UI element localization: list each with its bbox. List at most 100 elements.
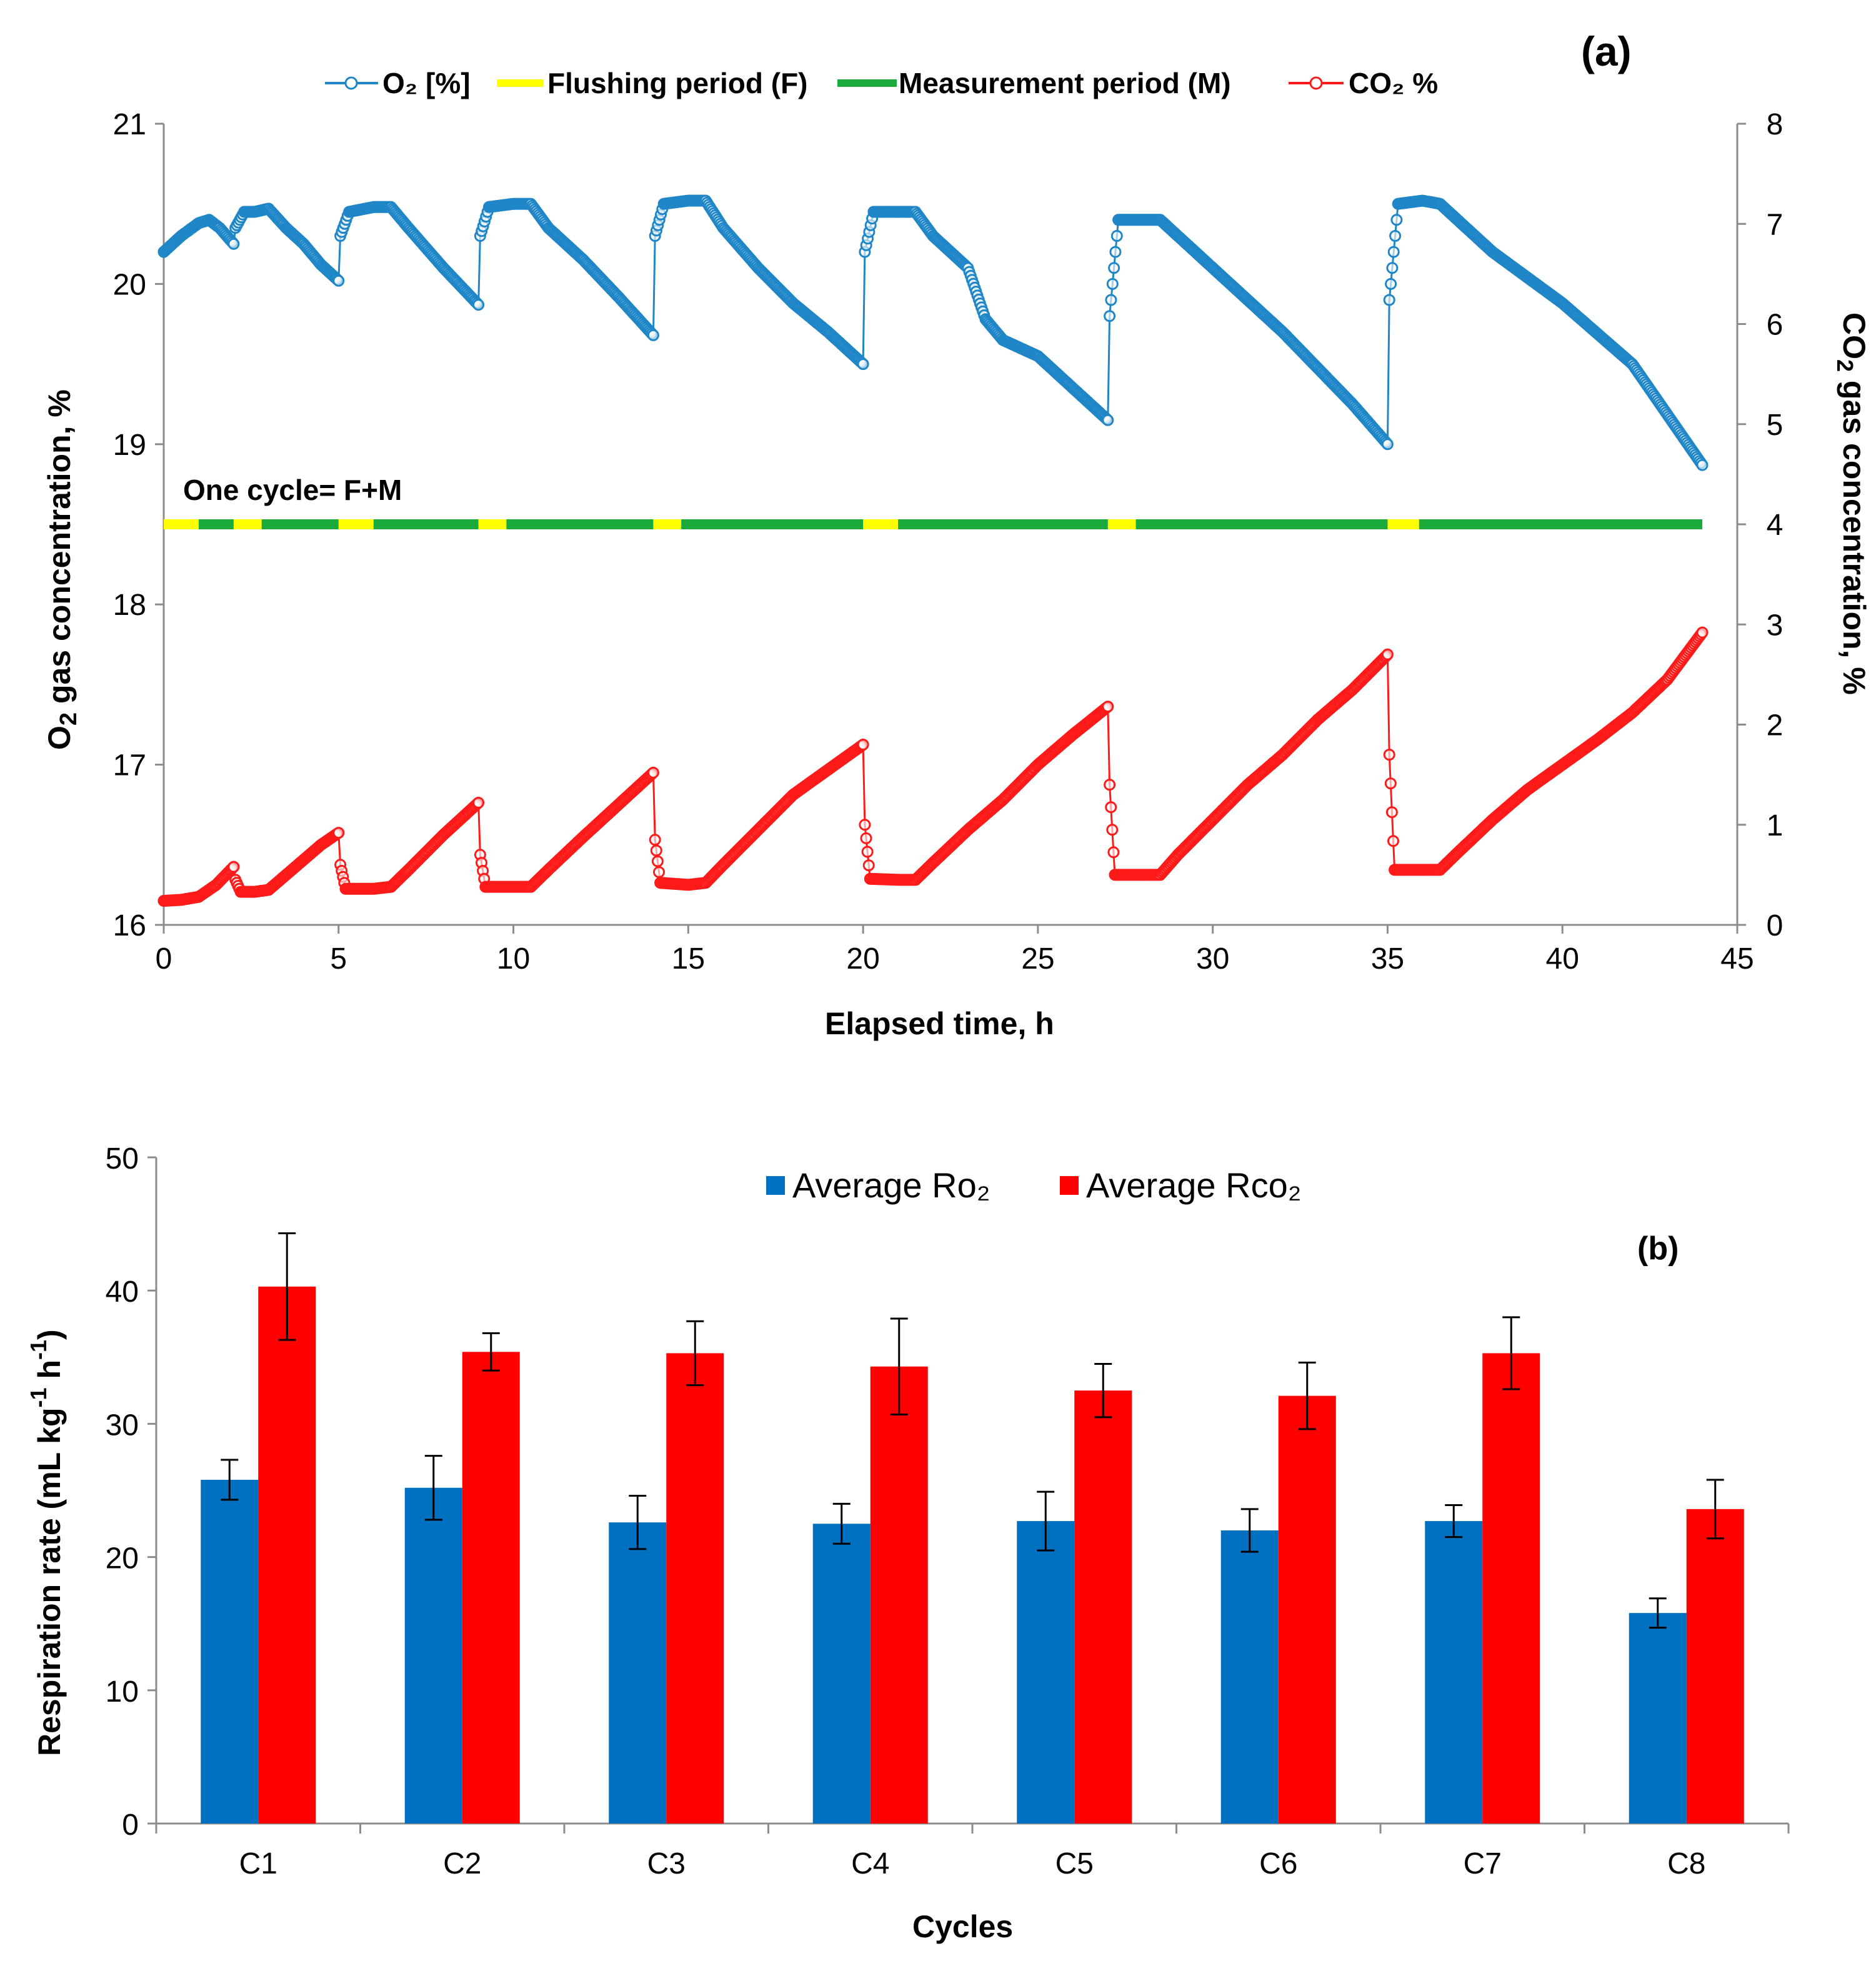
o2-point [1109, 246, 1122, 258]
o2-point [857, 358, 869, 371]
b-category-label: C5 [1055, 1847, 1094, 1880]
legend-ro2-swatch [766, 1176, 785, 1195]
y-left-tick-label: 21 [113, 108, 146, 141]
panel-a-left-axis-title: O2 gas concentration, % [42, 389, 82, 750]
co2-point [1102, 701, 1114, 713]
co2-point [1696, 626, 1709, 639]
o2-point [1110, 230, 1123, 242]
y-right-tick-label: 6 [1767, 309, 1784, 342]
y-right-tick-label: 2 [1767, 709, 1784, 742]
co2-point [649, 834, 661, 846]
co2-point [1106, 824, 1119, 836]
o2-point [1102, 414, 1114, 426]
legend-rco2-swatch [1060, 1176, 1079, 1195]
y-left-tick-label: 17 [113, 749, 146, 782]
rco2-bar [462, 1352, 520, 1824]
b-category-label: C2 [443, 1847, 481, 1880]
b-y-tick-label: 20 [106, 1542, 139, 1575]
x-tick-label: 15 [672, 942, 705, 976]
co2-series [157, 626, 1709, 907]
co2-point [651, 855, 664, 867]
x-tick-label: 30 [1196, 942, 1229, 976]
y-right-tick-label: 3 [1767, 609, 1784, 642]
o2-series [157, 194, 1709, 471]
x-tick-label: 45 [1720, 942, 1754, 976]
b-category-label: C3 [647, 1847, 686, 1880]
b-y-tick-label: 50 [106, 1142, 139, 1175]
ro2-bar [1220, 1530, 1279, 1824]
ro2-bar [609, 1522, 667, 1824]
co2-point [857, 739, 869, 751]
rco2-bar [870, 1366, 928, 1824]
b-category-label: C4 [851, 1847, 889, 1880]
y-left-tick-label: 19 [113, 429, 146, 462]
panel-a-x-ticks: 0 5 10 15 20 25 30 35 40 45 [156, 925, 1754, 976]
legend-rco2-label: Average Rco₂ [1086, 1165, 1301, 1205]
x-tick-label: 0 [156, 942, 172, 976]
b-y-tick-label: 10 [106, 1675, 139, 1709]
o2-point [1386, 262, 1399, 274]
o2-point [1389, 230, 1402, 242]
legend-co2-label: CO₂ % [1349, 67, 1438, 99]
x-tick-label: 10 [497, 942, 530, 976]
y-right-tick-label: 4 [1767, 509, 1784, 542]
panel-a: (a) O₂ [%] Flushing period (F) Measureme… [42, 28, 1872, 1041]
rco2-bar [1686, 1509, 1744, 1824]
panel-b-y-ticks: 0 10 20 30 40 50 [106, 1142, 156, 1842]
rco2-bar [258, 1286, 316, 1824]
b-y-tick-label: 30 [106, 1409, 139, 1442]
o2-point [1381, 438, 1394, 451]
ro2-bar [201, 1479, 259, 1824]
panel-b: (b) Average Ro₂ Average Rco₂ 0 10 20 30 40 50… [26, 1142, 1790, 1944]
b-category-label: C6 [1259, 1847, 1297, 1880]
o2-point [1385, 277, 1397, 290]
co2-point [1383, 749, 1395, 761]
panel-a-y-ticks-left: 16 17 18 19 20 21 [113, 108, 164, 942]
co2-point [1387, 835, 1399, 847]
legend-co2-marker [1309, 76, 1323, 90]
y-left-tick-label: 18 [113, 589, 146, 622]
x-tick-label: 25 [1021, 942, 1054, 976]
co2-point [859, 819, 871, 831]
b-category-label: C1 [239, 1847, 277, 1880]
rco2-bar [1278, 1395, 1336, 1824]
o2-point [472, 299, 485, 311]
panel-a-right-axis-title: CO2 gas concentration, % [1832, 312, 1872, 695]
co2-point [227, 861, 240, 873]
y-right-tick-label: 1 [1767, 809, 1784, 842]
o2-point [647, 329, 659, 341]
o2-point [227, 237, 240, 250]
rco2-bar [1482, 1353, 1540, 1824]
ro2-bar [1629, 1613, 1687, 1824]
y-right-tick-label: 7 [1767, 208, 1784, 241]
x-tick-label: 20 [846, 942, 879, 976]
co2-point [472, 797, 485, 809]
o2-point [1383, 294, 1395, 306]
panel-b-x-ticks: C1 C2 C3 C4 C5 C6 C7 C8 [155, 1824, 1790, 1880]
panel-a-label: (a) [1581, 28, 1632, 74]
co2-point [650, 844, 662, 857]
b-y-tick-label: 40 [106, 1275, 139, 1309]
ro2-bar [812, 1524, 871, 1824]
co2-point [1107, 846, 1120, 859]
panel-b-legend: Average Ro₂ Average Rco₂ [766, 1165, 1301, 1205]
x-tick-label: 35 [1371, 942, 1404, 976]
co2-point [1105, 801, 1117, 814]
rco2-bar [1074, 1390, 1132, 1824]
ro2-bar [1425, 1521, 1483, 1824]
co2-point [1381, 648, 1394, 661]
co2-point [1104, 779, 1116, 791]
o2-point [1696, 459, 1709, 471]
legend-ro2-label: Average Ro₂ [792, 1165, 990, 1205]
ro2-bar [1017, 1521, 1075, 1824]
o2-point [1106, 277, 1119, 290]
o2-point [1105, 294, 1117, 306]
panel-b-y-axis-title: Respiration rate (mL kg-1 h-1) [26, 1329, 67, 1756]
o2-point [1387, 246, 1400, 258]
legend-flush-label: Flushing period (F) [547, 67, 808, 99]
co2-point [653, 866, 665, 878]
rco2-bar [666, 1353, 724, 1824]
panel-b-label: (b) [1637, 1230, 1679, 1267]
ro2-bar [404, 1487, 462, 1824]
